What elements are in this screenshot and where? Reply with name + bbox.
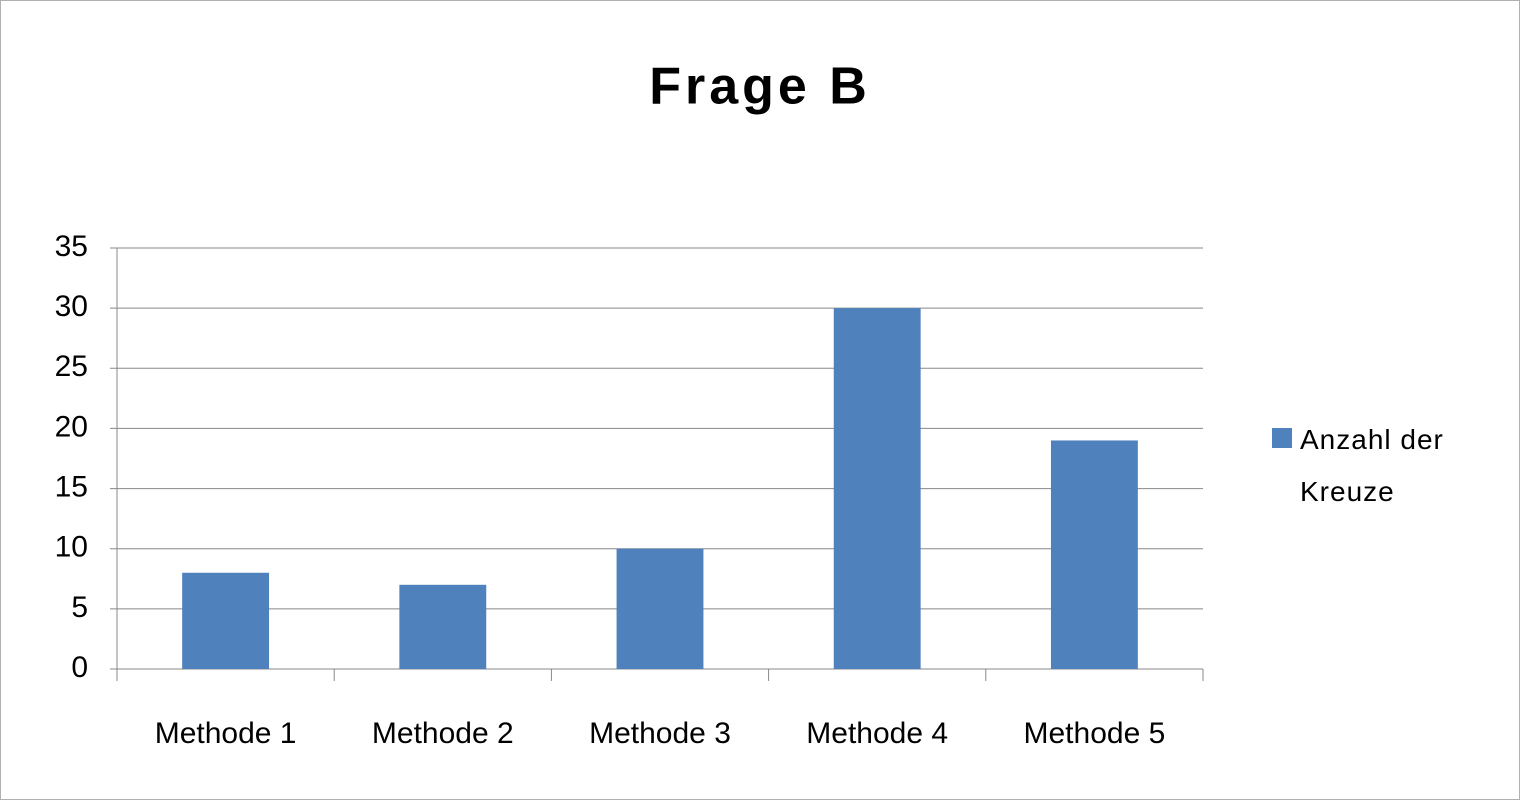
- y-tick-label: 20: [55, 410, 88, 443]
- y-tick-label: 0: [71, 651, 88, 684]
- x-tick-label: Methode 3: [589, 717, 731, 750]
- x-tick-label: Methode 5: [1024, 717, 1166, 750]
- x-tick-label: Methode 1: [155, 717, 297, 750]
- y-tick-label: 15: [55, 470, 88, 503]
- bar: [1050, 440, 1138, 669]
- bar: [182, 572, 270, 669]
- y-tick-label: 35: [55, 230, 88, 263]
- y-tick-label: 25: [55, 350, 88, 383]
- legend-label: Anzahl der Kreuze: [1300, 424, 1444, 507]
- chart-title: Frage B: [649, 58, 871, 116]
- y-tick-label: 30: [55, 290, 88, 323]
- y-tick-label: 5: [71, 591, 88, 624]
- x-tick-label: Methode 2: [372, 717, 514, 750]
- bar: [616, 548, 704, 669]
- x-tick-label: Methode 4: [806, 717, 948, 750]
- bar: [833, 308, 921, 669]
- y-tick-label: 10: [55, 531, 88, 564]
- bar: [399, 584, 487, 669]
- legend-swatch: [1272, 428, 1292, 448]
